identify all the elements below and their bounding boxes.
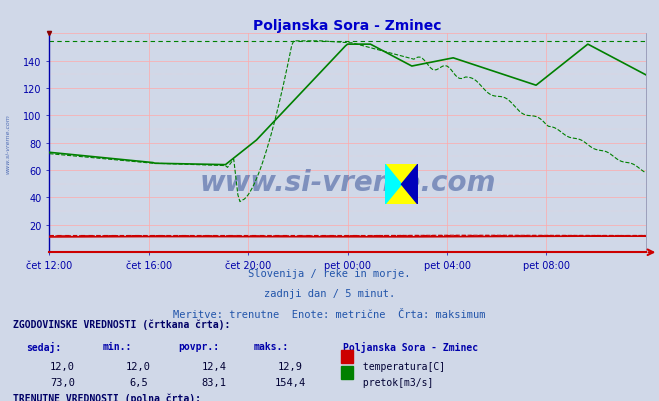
Text: 154,4: 154,4	[274, 377, 306, 387]
Text: min.:: min.:	[102, 341, 132, 351]
Text: 12,0: 12,0	[126, 361, 151, 371]
Title: Poljanska Sora - Zminec: Poljanska Sora - Zminec	[253, 19, 442, 33]
Text: Slovenija / reke in morje.: Slovenija / reke in morje.	[248, 269, 411, 279]
Polygon shape	[401, 165, 418, 205]
Text: 83,1: 83,1	[202, 377, 227, 387]
Text: 12,0: 12,0	[50, 361, 75, 371]
Text: povpr.:: povpr.:	[178, 341, 219, 351]
Text: www.si-vreme.com: www.si-vreme.com	[5, 113, 11, 173]
Text: TRENUTNE VREDNOSTI (polna črta):: TRENUTNE VREDNOSTI (polna črta):	[13, 393, 201, 401]
Text: Meritve: trenutne  Enote: metrične  Črta: maksimum: Meritve: trenutne Enote: metrične Črta: …	[173, 309, 486, 319]
Text: Poljanska Sora - Zminec: Poljanska Sora - Zminec	[343, 341, 478, 352]
Text: 6,5: 6,5	[129, 377, 148, 387]
Text: sedaj:: sedaj:	[26, 341, 61, 352]
Text: temperatura[C]: temperatura[C]	[357, 361, 445, 371]
Text: 73,0: 73,0	[50, 377, 75, 387]
Text: 12,9: 12,9	[277, 361, 302, 371]
Polygon shape	[385, 165, 401, 205]
Text: pretok[m3/s]: pretok[m3/s]	[357, 377, 434, 387]
Text: ZGODOVINSKE VREDNOSTI (črtkana črta):: ZGODOVINSKE VREDNOSTI (črtkana črta):	[13, 319, 231, 329]
Text: 12,4: 12,4	[202, 361, 227, 371]
Text: zadnji dan / 5 minut.: zadnji dan / 5 minut.	[264, 289, 395, 299]
Text: www.si-vreme.com: www.si-vreme.com	[200, 169, 496, 196]
Text: maks.:: maks.:	[254, 341, 289, 351]
